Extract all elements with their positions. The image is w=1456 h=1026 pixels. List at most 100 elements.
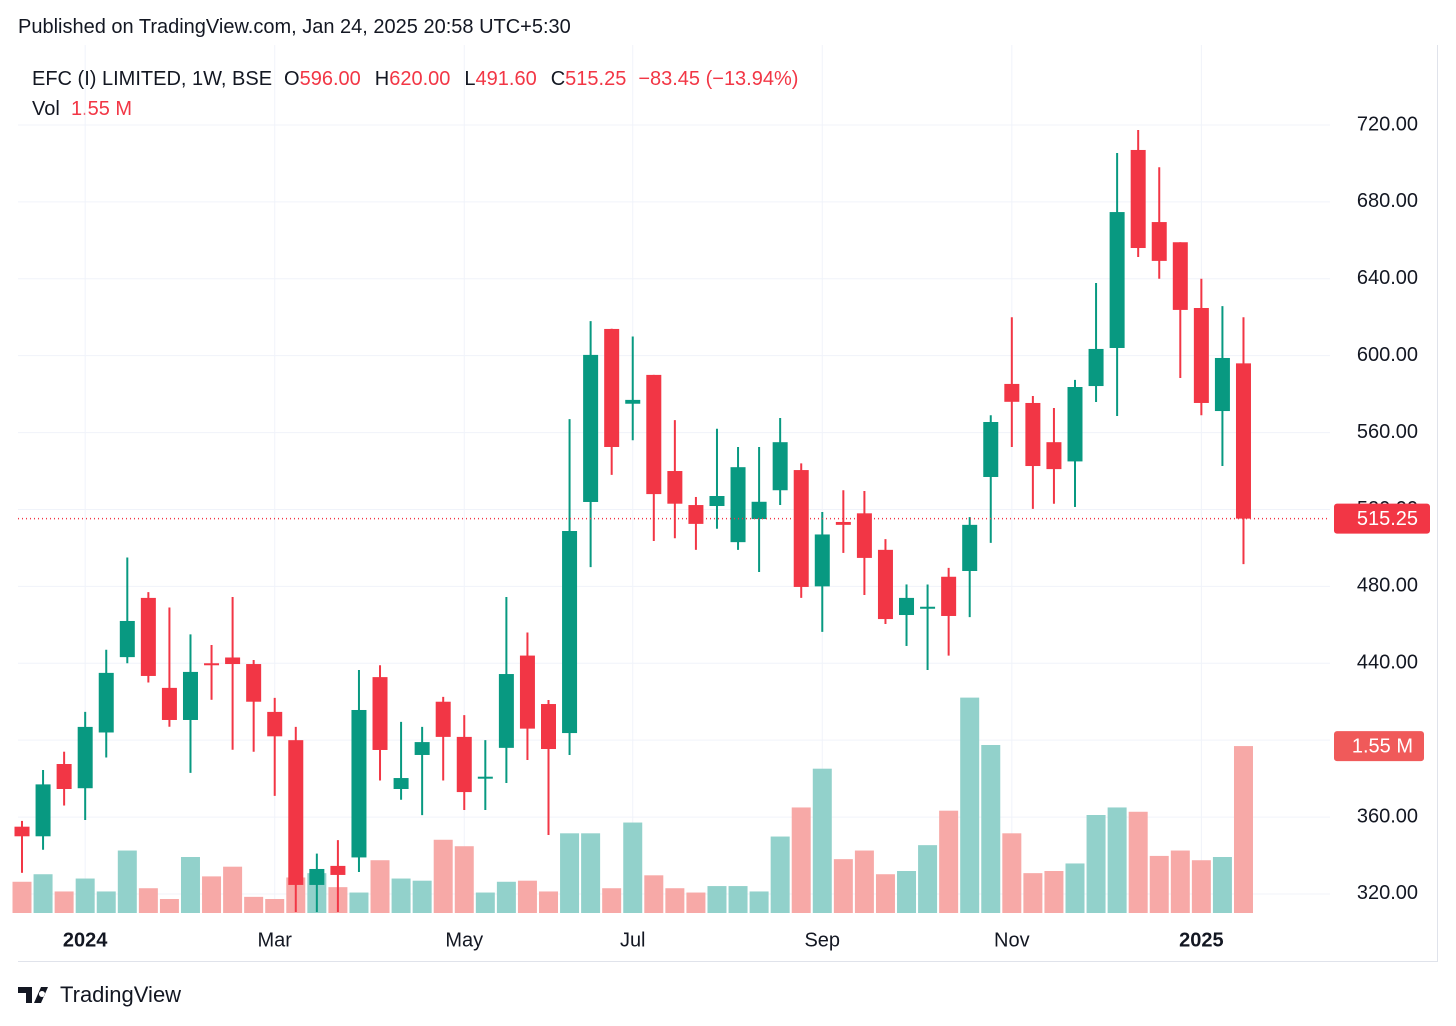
y-tick-label: 480.00	[1357, 575, 1418, 597]
chart-frame	[18, 45, 1438, 962]
volume-bar	[1149, 855, 1169, 913]
vol-name: Vol	[32, 98, 60, 120]
volume-bar	[391, 878, 411, 913]
volume-bar	[496, 881, 516, 913]
y-tick-label: 320.00	[1357, 882, 1418, 904]
volume-bar	[1044, 871, 1064, 913]
volume-bar	[833, 859, 853, 913]
volume-bar	[370, 860, 390, 913]
volume-bar	[812, 768, 832, 913]
field-key: L	[464, 68, 476, 90]
volume-bar	[939, 810, 959, 913]
candle-body	[1193, 307, 1209, 403]
y-tick-label: 640.00	[1357, 267, 1418, 289]
volume-bar	[1107, 807, 1127, 913]
candle-body	[288, 740, 304, 885]
y-tick-label: 560.00	[1357, 421, 1418, 443]
volume-bar	[1002, 833, 1022, 913]
volume-bar	[623, 822, 643, 913]
volume-bar	[770, 836, 790, 913]
volume	[12, 697, 1253, 913]
volume-bar	[12, 881, 32, 913]
volume-bar	[433, 839, 453, 913]
last-volume-label: 1.55 M	[1352, 735, 1413, 757]
volume-bar	[1191, 860, 1211, 913]
candle-body	[1130, 149, 1146, 249]
candle-body	[709, 496, 725, 507]
candle-body	[1025, 402, 1041, 467]
y-tick-label: 600.00	[1357, 344, 1418, 366]
candle-body	[35, 784, 51, 837]
candle-body	[646, 374, 662, 495]
volume-bar	[223, 866, 243, 913]
volume-bar	[75, 878, 95, 913]
y-tick-label: 360.00	[1357, 805, 1418, 827]
logo	[18, 987, 48, 1003]
candle-body	[877, 549, 893, 620]
field-value: 596.00	[299, 68, 361, 90]
field-key: C	[550, 68, 566, 90]
x-tick-label: Mar	[257, 929, 292, 951]
candle-body	[688, 505, 704, 524]
candle-body	[14, 826, 30, 837]
candle-body	[772, 442, 788, 491]
candle-body	[267, 711, 283, 737]
candle-body	[77, 726, 93, 789]
candle-body	[161, 687, 177, 720]
candle-body	[477, 776, 493, 779]
field-key: O	[284, 68, 300, 90]
x-tick-label: May	[445, 929, 483, 951]
candle-body	[414, 742, 430, 755]
candle-body	[1151, 222, 1167, 261]
candle-body	[541, 704, 556, 750]
candles	[14, 129, 1251, 913]
last-price-box	[1334, 503, 1430, 534]
volume-bar	[96, 891, 116, 913]
footer: TradingView	[18, 982, 181, 1008]
candle-body	[98, 672, 114, 733]
candle-body	[519, 655, 535, 729]
candle-body	[1109, 212, 1125, 348]
candle-body	[1004, 383, 1020, 402]
volume-bar	[791, 807, 811, 913]
y-tick-label: 680.00	[1357, 190, 1418, 212]
last-volume-box	[1334, 731, 1424, 762]
volume-bar	[117, 850, 137, 913]
volume-bar	[1128, 811, 1148, 913]
candle-body	[204, 663, 220, 666]
candle-body	[1067, 387, 1083, 462]
volume-line: Vol 1.55 M	[32, 94, 798, 124]
candle-body	[309, 868, 325, 885]
volume-bar	[875, 874, 895, 913]
volume-bar	[728, 886, 748, 913]
candle-body	[225, 657, 241, 665]
x-tick-label: 2024	[63, 929, 108, 951]
volume-bar	[33, 874, 53, 913]
symbol: EFC (I) LIMITED, 1W, BSE	[32, 68, 273, 90]
volume-bar	[560, 833, 580, 913]
legend: EFC (I) LIMITED, 1W, BSE O596.00 H620.00 L4…	[32, 64, 798, 124]
volume-bar	[581, 833, 601, 913]
volume-bar	[475, 892, 495, 913]
field-value: 620.00	[389, 68, 451, 90]
volume-bar	[1233, 746, 1253, 913]
volume-bar	[918, 845, 938, 913]
x-tick-label: 2025	[1179, 929, 1224, 951]
field-key: H	[374, 68, 390, 90]
candle-body	[962, 524, 978, 571]
candle-body	[246, 664, 262, 702]
brand: TradingView	[60, 982, 182, 1007]
published-note: Published on TradingView.com, Jan 24, 20…	[18, 16, 571, 38]
ohlc-line: EFC (I) LIMITED, 1W, BSE O596.00 H620.00 L4…	[32, 64, 798, 94]
candle-body	[1235, 363, 1251, 519]
volume-bar	[202, 876, 222, 913]
candle-body	[814, 534, 830, 587]
volume-bar	[1170, 850, 1190, 913]
field-value: 491.60	[475, 68, 537, 90]
volume-bar	[1086, 815, 1106, 913]
candle-body	[562, 531, 578, 734]
last-price-label: 515.25	[1357, 508, 1418, 530]
candle-body	[751, 501, 767, 520]
candle-body	[835, 521, 851, 525]
